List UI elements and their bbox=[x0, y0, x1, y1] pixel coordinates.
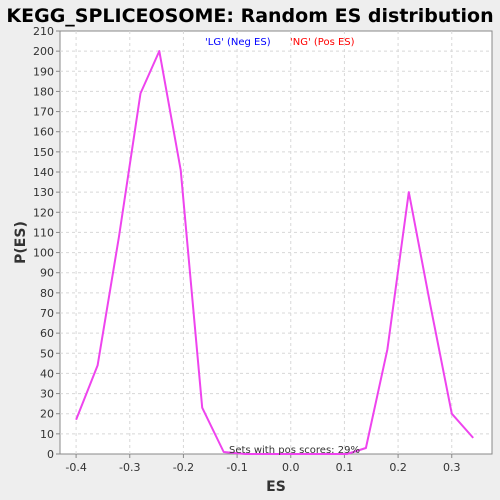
x-tick-label: 0.2 bbox=[389, 461, 407, 474]
x-tick-label: 0.0 bbox=[282, 461, 300, 474]
grid bbox=[60, 31, 492, 454]
y-axis-label: P(ES) bbox=[13, 221, 29, 264]
y-tick-label: 200 bbox=[33, 45, 54, 58]
y-tick-label: 30 bbox=[40, 388, 54, 401]
y-tick-label: 110 bbox=[33, 226, 54, 239]
series-line bbox=[75, 50, 474, 455]
y-tick-label: 40 bbox=[40, 367, 54, 380]
y-tick-label: 190 bbox=[33, 65, 54, 78]
y-tick-label: 140 bbox=[33, 166, 54, 179]
y-tick-label: 210 bbox=[33, 25, 54, 38]
y-tick-label: 20 bbox=[40, 408, 54, 421]
x-tick-label: -0.4 bbox=[65, 461, 86, 474]
plot-area bbox=[59, 30, 493, 455]
y-tick-label: 70 bbox=[40, 307, 54, 320]
x-tick-label: -0.3 bbox=[119, 461, 140, 474]
x-axis: -0.4 -0.3 -0.2 -0.1 0.0 0.1 0.2 0.3 bbox=[65, 454, 461, 474]
x-tick-label: -0.1 bbox=[226, 461, 247, 474]
y-tick-label: 10 bbox=[40, 428, 54, 441]
y-axis: 0 10 20 30 40 50 60 70 80 90 100 110 120 130 140 150 160… bbox=[33, 25, 60, 461]
x-axis-label: ES bbox=[266, 479, 286, 495]
x-tick-label: 0.1 bbox=[336, 461, 354, 474]
legend-entry-ng: 'NG' (Pos ES) bbox=[290, 37, 355, 48]
annotation-pos-scores: Sets with pos scores: 29% bbox=[229, 445, 360, 456]
y-tick-label: 50 bbox=[40, 347, 54, 360]
y-tick-label: 130 bbox=[33, 186, 54, 199]
y-tick-label: 170 bbox=[33, 106, 54, 119]
y-tick-label: 100 bbox=[33, 247, 54, 260]
x-tick-label: -0.2 bbox=[173, 461, 194, 474]
y-tick-label: 160 bbox=[33, 126, 54, 139]
y-tick-label: 150 bbox=[33, 146, 54, 159]
legend-entry-lg: 'LG' (Neg ES) bbox=[205, 37, 271, 48]
x-tick-label: 0.3 bbox=[443, 461, 461, 474]
legend: 'LG' (Neg ES) 'NG' (Pos ES) bbox=[205, 37, 355, 48]
series-group bbox=[75, 50, 474, 455]
chart-title: KEGG_SPLICEOSOME: Random ES distribution bbox=[6, 5, 493, 27]
y-tick-label: 180 bbox=[33, 85, 54, 98]
y-tick-label: 90 bbox=[40, 267, 54, 280]
y-tick-label: 0 bbox=[47, 448, 54, 461]
y-tick-label: 60 bbox=[40, 327, 54, 340]
y-tick-label: 120 bbox=[33, 206, 54, 219]
y-tick-label: 80 bbox=[40, 287, 54, 300]
